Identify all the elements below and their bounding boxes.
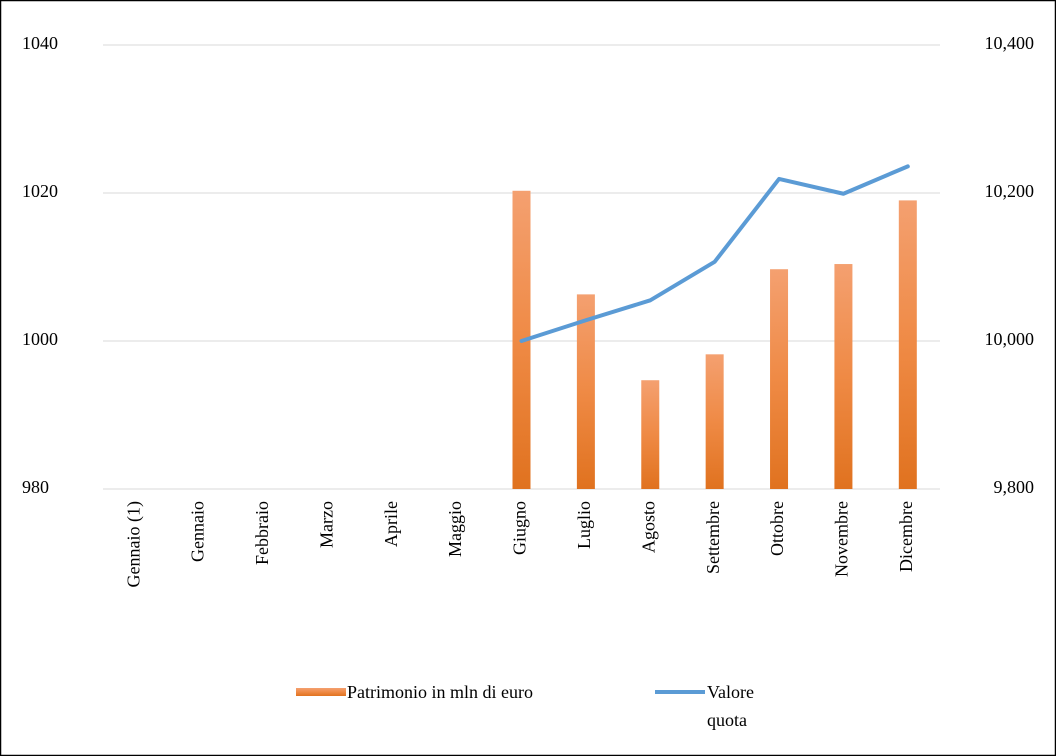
x-tick-label: Gennaio [188,501,208,562]
bar [834,264,853,489]
y2-tick-label: 10,000 [985,329,1035,349]
bar [576,294,595,489]
x-tick-label: Dicembre [896,501,916,572]
legend-label: Valore quota [707,682,754,730]
x-tick-label: Novembre [832,501,852,577]
line [519,164,910,343]
bar [770,269,789,489]
x-tick-label: Febbraio [252,501,272,565]
x-tick-label: Marzo [316,501,336,548]
bar [898,200,917,489]
legend-swatch [296,688,346,696]
y2-tick-label: 10,200 [985,181,1035,201]
y2-tick-label: 10,400 [985,33,1035,53]
y-tick-label: 980 [22,477,49,497]
x-tick-label: Ottobre [767,501,787,556]
y-tick-label: 1020 [22,181,58,201]
x-tick-label: Agosto [638,501,658,553]
x-tick-label: Giugno [510,501,530,555]
y-tick-label: 1000 [22,329,58,349]
legend-label: Patrimonio in mln di euro [347,682,533,702]
y-tick-label: 1040 [22,33,58,53]
y2-tick-label: 9,800 [994,477,1035,497]
x-tick-label: Aprile [381,501,401,547]
x-tick-label: Gennaio (1) [123,501,144,587]
x-tick-label: Luglio [574,501,594,549]
bar [705,354,724,489]
x-tick-label: Maggio [445,501,465,557]
x-tick-label: Settembre [703,501,723,574]
bar [641,380,660,489]
